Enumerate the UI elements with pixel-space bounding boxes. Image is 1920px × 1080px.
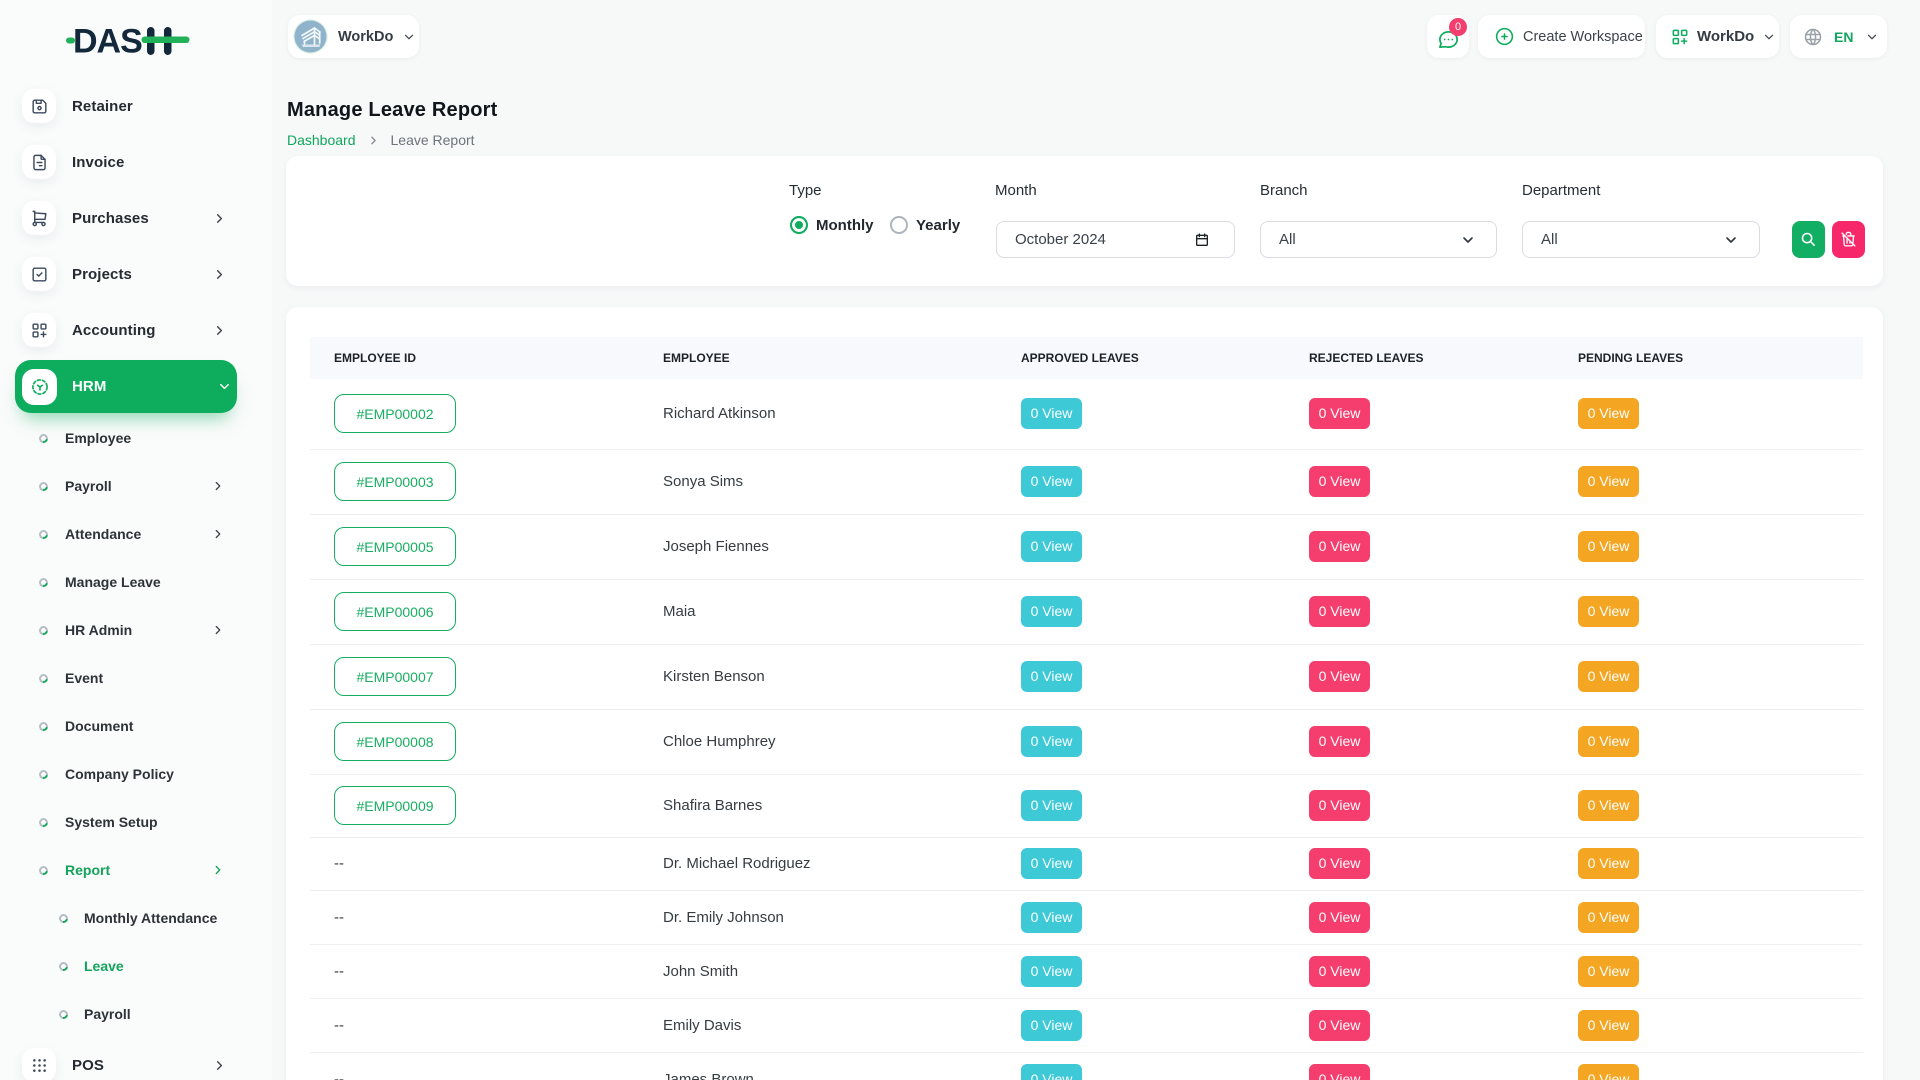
svg-text:DAS: DAS	[73, 23, 142, 57]
